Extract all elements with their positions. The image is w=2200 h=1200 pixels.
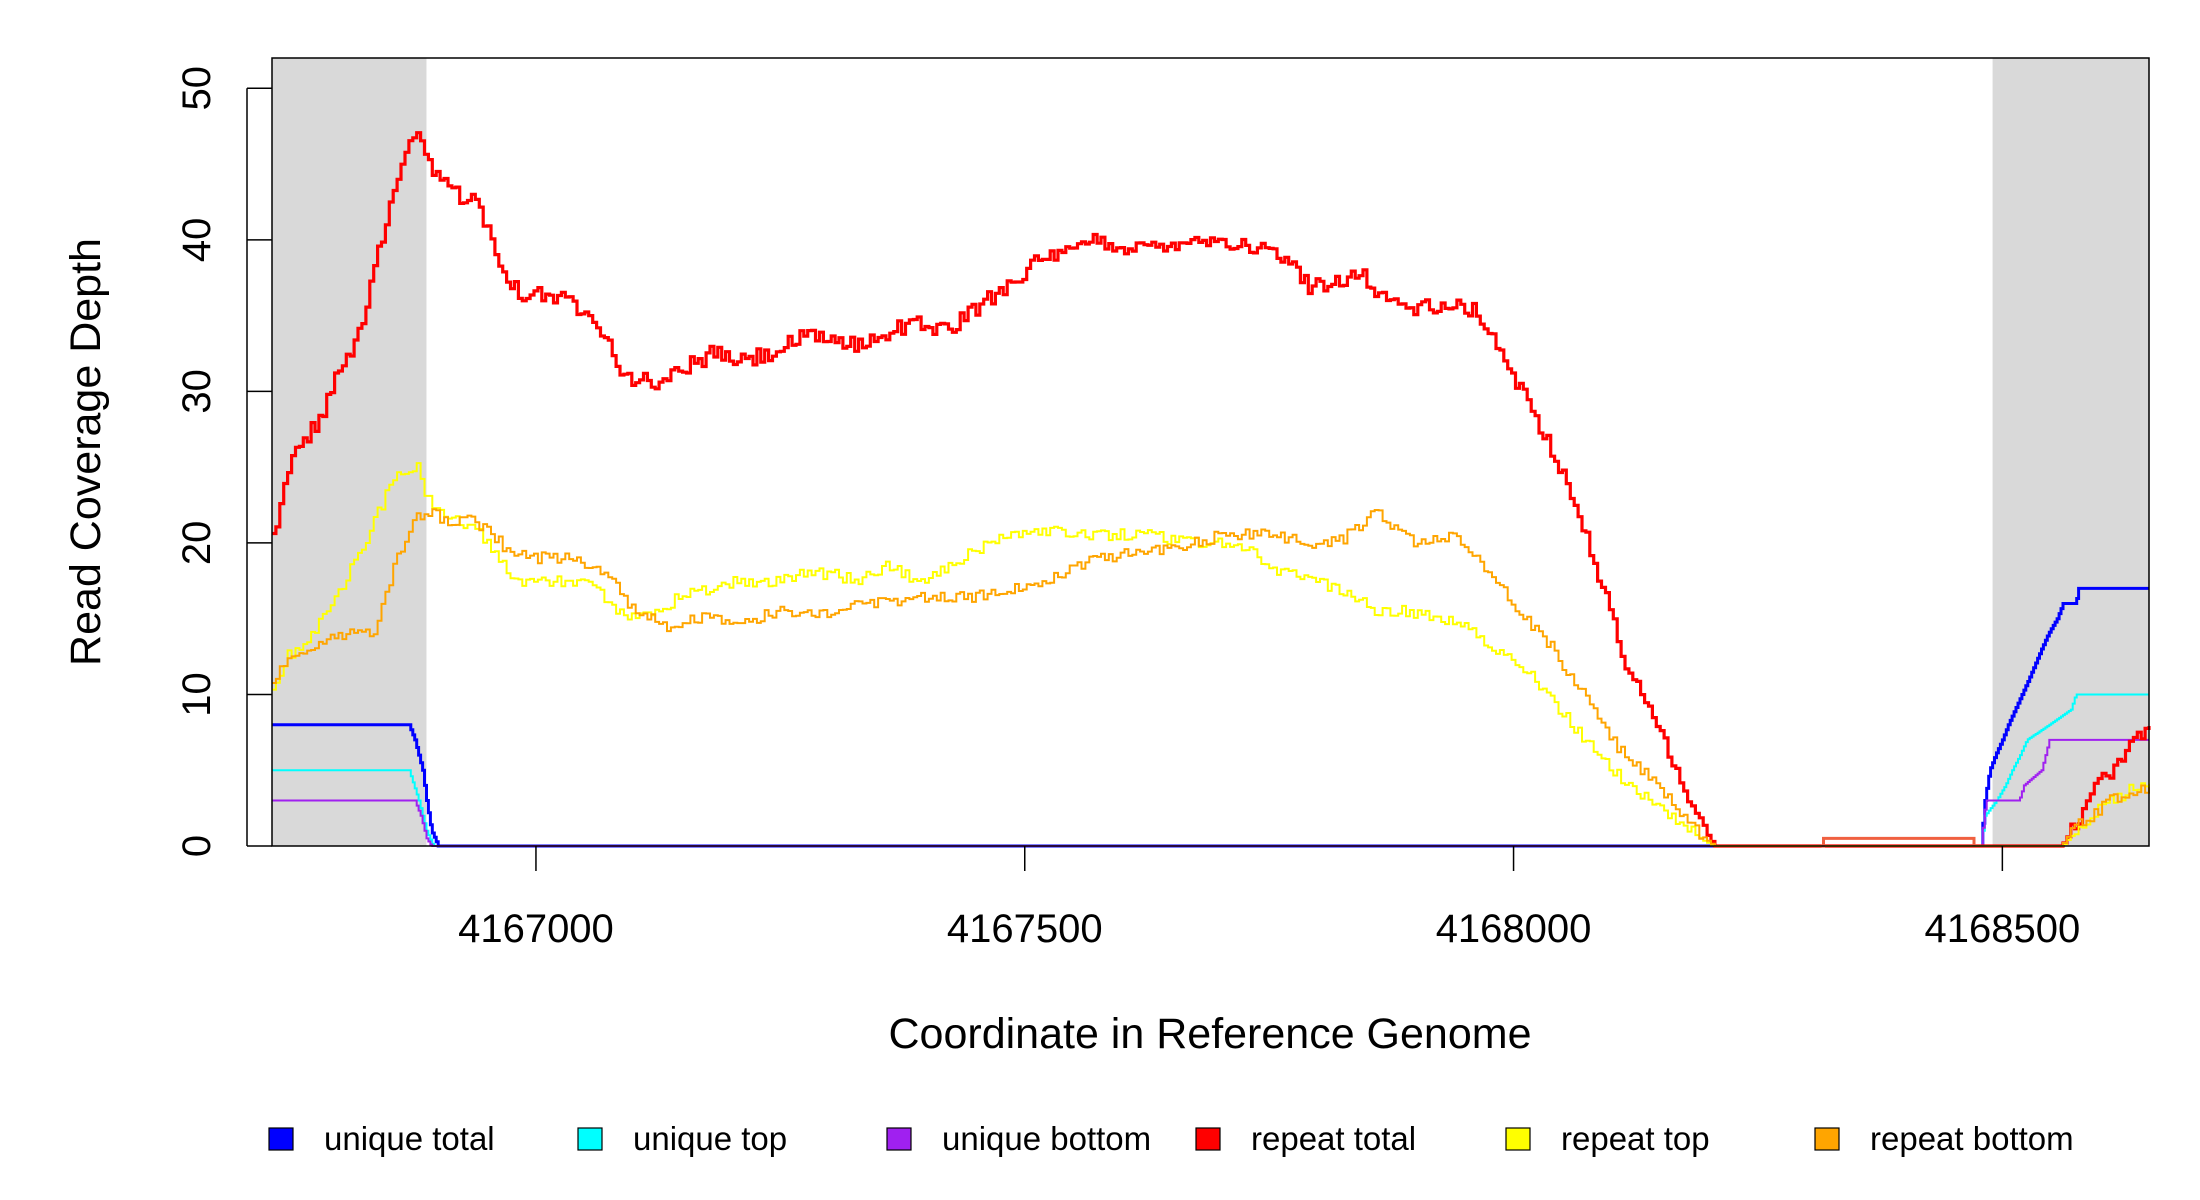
series-line-repeat-top: [272, 462, 2150, 847]
legend-label-repeat-bottom: repeat bottom: [1870, 1120, 2074, 1157]
shaded-region-2: [1992, 58, 2149, 846]
y-tick-label: 10: [175, 672, 219, 717]
series-lines: [272, 131, 2151, 848]
legend-swatch-unique-top: [577, 1127, 603, 1151]
x-axis-label: Coordinate in Reference Genome: [889, 1010, 1532, 1058]
legend-label-repeat-top: repeat top: [1561, 1120, 1710, 1157]
y-tick-label: 40: [175, 218, 219, 263]
x-tick-label: 4168000: [1436, 907, 1592, 951]
legend-label-unique-total: unique total: [324, 1120, 495, 1157]
y-tick-label: 50: [175, 66, 219, 111]
legend-swatch-repeat-total: [1195, 1127, 1221, 1151]
series-line-extra: [1821, 836, 1976, 848]
legend-swatch-unique-bottom: [886, 1127, 912, 1151]
y-tick-label: 0: [175, 835, 219, 857]
x-tick-label: 4167500: [947, 907, 1103, 951]
x-tick-label: 4168500: [1924, 907, 2080, 951]
y-tick-label: 30: [175, 369, 219, 414]
x-axis: 4167000 4167500 4168000 4168500: [458, 846, 2080, 951]
series-line-unique-top: [272, 693, 2149, 847]
legend-swatch-repeat-bottom: [1814, 1127, 1840, 1151]
series-line-repeat-total: [272, 131, 2151, 848]
series-line-unique-total: [272, 586, 2149, 848]
legend: unique total unique top unique bottom repea…: [268, 1120, 2074, 1157]
legend-swatch-unique-total: [268, 1127, 294, 1151]
plot-frame: [271, 57, 2150, 847]
shaded-regions: [272, 58, 2149, 846]
y-axis-label: Read Coverage Depth: [62, 238, 110, 666]
legend-label-unique-top: unique top: [633, 1120, 787, 1157]
series-line-unique-bottom: [272, 738, 2149, 847]
legend-swatch-repeat-top: [1505, 1127, 1531, 1151]
shaded-region-1: [272, 58, 427, 846]
y-tick-label: 20: [175, 521, 219, 566]
legend-label-repeat-total: repeat total: [1251, 1120, 1416, 1157]
series-line-repeat-bottom: [272, 508, 2150, 847]
legend-label-unique-bottom: unique bottom: [942, 1120, 1151, 1157]
y-axis: 0 10 20 30 40 50: [175, 66, 272, 857]
x-tick-label: 4167000: [458, 907, 614, 951]
